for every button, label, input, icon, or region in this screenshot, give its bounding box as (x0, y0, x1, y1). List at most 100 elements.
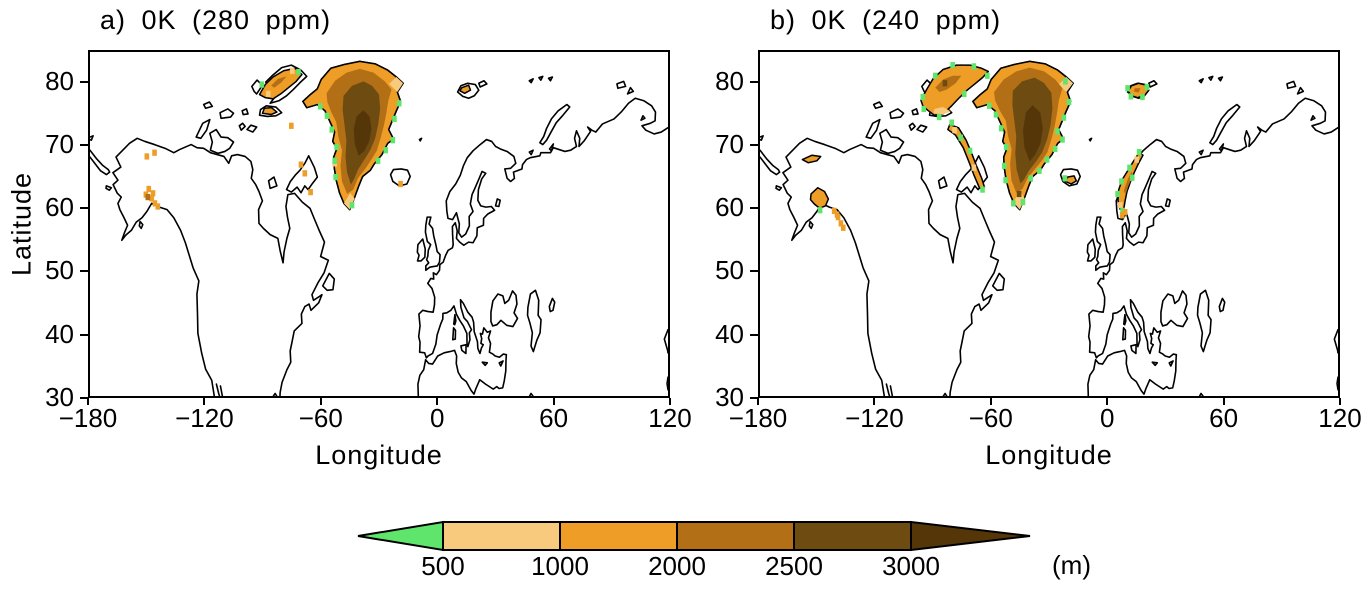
coastline-newfoundland (993, 273, 1005, 290)
coastline-corsica (1124, 315, 1126, 325)
x-tick (757, 398, 759, 405)
ice-region (1022, 105, 1043, 162)
ice-cell (834, 211, 840, 218)
ice-cell (349, 202, 355, 209)
colorbar-unit-label: (m) (1052, 550, 1091, 580)
panel-b-title: b) 0K (240 ppm) (770, 5, 1002, 35)
ice-region (810, 188, 828, 209)
coastline-sicily (1131, 345, 1136, 354)
coastline-aral (1219, 298, 1224, 311)
coastline-iceland (1061, 169, 1081, 186)
ice-cell (817, 207, 823, 214)
coastline-persian_gulf (530, 393, 533, 396)
x-tick (552, 398, 555, 405)
coastline-prince_patrick (204, 102, 213, 108)
coastline-na_mainland (113, 138, 328, 396)
coastline-st_lawrence_i (106, 186, 111, 190)
coastline-devon (260, 106, 282, 117)
ice-region (343, 193, 355, 210)
coastline-vaygach (1220, 144, 1224, 151)
coastline-somerset (917, 125, 927, 132)
ice-cell (1060, 136, 1065, 143)
ice-cell (289, 67, 295, 74)
x-tick (989, 398, 992, 405)
y-tick (750, 207, 758, 210)
coastline-gulf_california_w (216, 384, 219, 396)
ice-cell (971, 63, 977, 70)
colorbar (357, 520, 1031, 552)
coastline-prince_of_wales (909, 123, 915, 130)
coastline-gulf_california_e (890, 386, 892, 396)
coastline-banks (196, 120, 210, 139)
coastline-novaya_zemlya (1210, 105, 1240, 145)
coastline-prince_patrick (874, 102, 883, 108)
coastline-severnaya_2 (1298, 88, 1304, 94)
coastline-ladoga (496, 199, 501, 207)
coastline-yellow_coast (1337, 377, 1338, 390)
coastline-taymyr_isl (641, 116, 645, 120)
ice-cell (1129, 174, 1135, 181)
coastline-sardinia (1123, 328, 1126, 340)
coastline-southampton (939, 177, 947, 188)
ice-region (935, 75, 962, 93)
y-tick (80, 143, 88, 146)
ice-region (1013, 190, 1025, 210)
ice-cell (952, 127, 957, 134)
coastline-victoria (880, 130, 904, 154)
ice-cell (1134, 156, 1139, 163)
ice-cell (949, 119, 955, 126)
coastline-franz_josef_2 (1209, 76, 1213, 80)
ice-region (460, 85, 471, 93)
coastline-wrangel (90, 136, 93, 140)
x-tick-label: 120 (1318, 403, 1362, 433)
coastline-britain (425, 217, 440, 270)
map-panel-a (88, 50, 670, 398)
coastline-gulf_california_w (886, 384, 889, 396)
y-tick-label: 80 (715, 65, 744, 96)
ice-cell (1055, 128, 1060, 135)
coastline-europe_west_med_africa (418, 245, 506, 396)
y-tick (750, 143, 758, 146)
y-tick-label: 60 (715, 192, 744, 223)
x-tick-label: 0 (1099, 403, 1115, 433)
x-tick-label: −120 (845, 403, 904, 433)
ice-cell (1125, 85, 1130, 92)
x-tick-label: −120 (175, 403, 234, 433)
coastline-prince_of_wales (239, 123, 245, 130)
coastline-ladoga (1166, 199, 1171, 207)
x-tick-label: 120 (648, 403, 692, 433)
ice-region (802, 155, 820, 163)
ice-cell (961, 90, 967, 98)
map-panel-b (758, 50, 1340, 398)
x-tick-label: 0 (429, 403, 445, 433)
x-tick-label: 60 (539, 403, 569, 433)
y-tick-label: 40 (45, 318, 74, 349)
ice-cell (971, 164, 977, 171)
ice-cell (1140, 93, 1145, 101)
ice-cell (152, 200, 158, 207)
x-axis-title-b: Longitude (985, 440, 1113, 470)
coastline-cyprus (499, 361, 503, 366)
y-tick-label: 40 (715, 318, 744, 349)
ice-cell (1011, 200, 1016, 207)
coastline-kodiak (809, 221, 812, 228)
ice-cell (146, 185, 152, 193)
coastline-bathurst (242, 109, 248, 115)
coastline-nordaustlandet (1149, 81, 1157, 87)
coastline-severnaya_2 (628, 88, 634, 94)
ice-cell (1119, 212, 1125, 219)
x-tick-label: −180 (728, 403, 788, 433)
ice-cell (1044, 156, 1050, 163)
colorbar-segment (793, 521, 912, 551)
coastline-ireland (417, 239, 425, 261)
ice-cell (329, 126, 335, 133)
coastline-bohai (1334, 330, 1338, 353)
ice-cell (921, 105, 927, 113)
y-tick (750, 397, 758, 399)
ice-cell (289, 122, 294, 129)
coastline-black_sea (1161, 291, 1188, 327)
coastline-britain (1095, 217, 1110, 270)
coastline-eurasia_arctic (446, 98, 668, 245)
coastline-somerset (247, 125, 257, 132)
map-svg-b (760, 52, 1338, 396)
